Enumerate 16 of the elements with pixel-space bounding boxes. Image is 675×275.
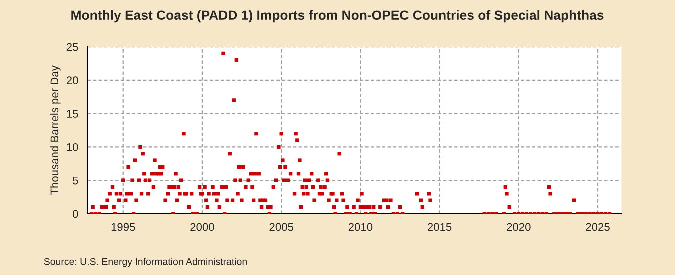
source-note: Source: U.S. Energy Information Administration bbox=[44, 258, 247, 268]
y-tick-label: 10 bbox=[67, 143, 78, 152]
x-tick-label: 2025 bbox=[586, 223, 610, 232]
x-tick-label: 2015 bbox=[428, 223, 452, 232]
x-tick-label: 2005 bbox=[270, 223, 294, 232]
y-tick-label: 15 bbox=[67, 110, 78, 118]
x-tick-label: 2020 bbox=[507, 223, 531, 232]
y-tick-label: 20 bbox=[66, 76, 78, 85]
x-tick-label: 2000 bbox=[190, 223, 214, 232]
y-tick-label: 5 bbox=[72, 176, 78, 185]
chart-title: Monthly East Coast (PADD 1) Imports from Non-OPEC Countries of Special Naphthas bbox=[72, 10, 604, 23]
y-tick-label: 0 bbox=[72, 210, 78, 218]
y-tick-label: 25 bbox=[66, 43, 78, 52]
x-tick-label: 2010 bbox=[348, 223, 373, 232]
y-axis-title: Thousand Barrels per Day bbox=[50, 66, 61, 196]
x-tick-label: 1995 bbox=[112, 223, 136, 232]
